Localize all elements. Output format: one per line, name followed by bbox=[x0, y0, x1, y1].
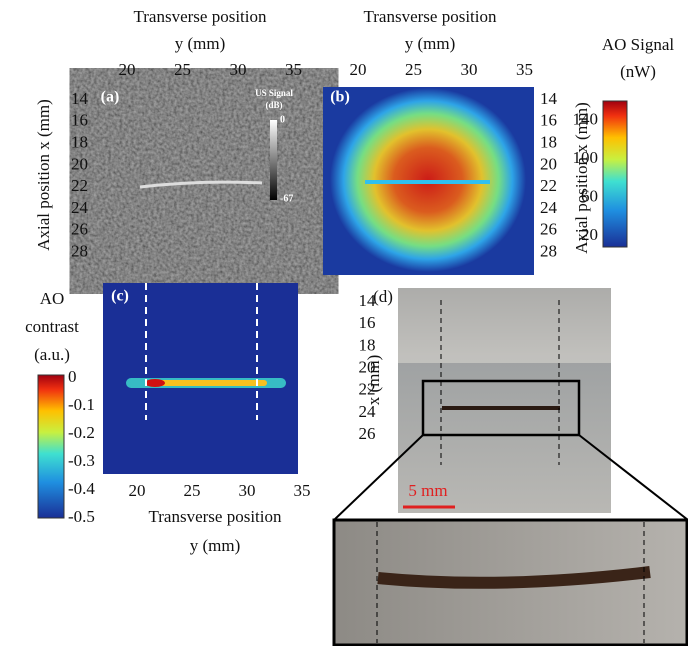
colorbar-min: -67 bbox=[280, 193, 293, 204]
y-tick-label: 16 bbox=[359, 313, 376, 332]
colorbar-title: (dB) bbox=[265, 100, 282, 110]
y-tick-label: 18 bbox=[71, 133, 88, 152]
zoom-line bbox=[578, 434, 688, 521]
y-title: Axial position x (mm) bbox=[572, 102, 591, 254]
colorbar-a bbox=[270, 120, 277, 200]
x-tick-label: 25 bbox=[405, 60, 422, 79]
zoom-box bbox=[421, 379, 581, 437]
colorbar-title: (nW) bbox=[620, 62, 656, 81]
x-title: Transverse position bbox=[133, 7, 267, 26]
colorbar-tick: 0 bbox=[68, 367, 77, 386]
colorbar-tick: 60 bbox=[581, 187, 598, 206]
x-tick-label: 20 bbox=[119, 60, 136, 79]
ruler bbox=[398, 288, 611, 363]
colorbar-tick: 140 bbox=[573, 110, 599, 129]
colorbar-tick: -0.3 bbox=[68, 451, 95, 470]
scale-bar-label: 5 mm bbox=[408, 481, 447, 500]
y-tick-label: 26 bbox=[540, 220, 557, 239]
colorbar-b bbox=[602, 100, 628, 248]
y-title: Axial position x (mm) bbox=[34, 99, 53, 251]
x-unit: y (mm) bbox=[175, 34, 226, 53]
panel-label: (c) bbox=[111, 288, 129, 305]
y-tick-label: 16 bbox=[540, 111, 557, 130]
y-title: x (mm) bbox=[364, 355, 383, 406]
y-tick-label: 16 bbox=[71, 111, 88, 130]
colorbar-max: 0 bbox=[280, 114, 285, 125]
x-unit: y (mm) bbox=[190, 536, 241, 555]
x-tick-label: 30 bbox=[230, 60, 247, 79]
y-tick-label: 20 bbox=[71, 154, 88, 173]
x-tick-label: 30 bbox=[461, 60, 478, 79]
y-tick-label: 28 bbox=[71, 242, 88, 261]
contrast-core bbox=[147, 380, 267, 386]
panel-label: (a) bbox=[101, 89, 120, 106]
x-tick-label: 25 bbox=[184, 481, 201, 500]
contrast-peak bbox=[145, 379, 165, 387]
x-tick-label: 35 bbox=[516, 60, 533, 79]
x-tick-label: 20 bbox=[350, 60, 367, 79]
x-title: Transverse position bbox=[363, 7, 497, 26]
sample-zoom bbox=[377, 566, 651, 589]
panel-label: (b) bbox=[330, 89, 350, 106]
y-tick-label: 24 bbox=[71, 198, 89, 217]
x-tick-label: 30 bbox=[239, 481, 256, 500]
colorbar-title: AO Signal bbox=[602, 35, 675, 54]
colorbar-tick: -0.2 bbox=[68, 423, 95, 442]
colorbar-title: AO bbox=[40, 289, 65, 308]
y-tick-label: 22 bbox=[359, 380, 376, 399]
x-unit: y (mm) bbox=[405, 34, 456, 53]
colorbar-tick: 100 bbox=[573, 148, 599, 167]
y-tick-label: 20 bbox=[540, 154, 557, 173]
y-tick-label: 24 bbox=[540, 198, 558, 217]
x-title: Transverse position bbox=[148, 507, 282, 526]
y-tick-label: 14 bbox=[359, 291, 377, 310]
y-tick-label: 22 bbox=[71, 176, 88, 195]
colorbar-title: US Signal bbox=[255, 88, 293, 98]
y-tick-label: 24 bbox=[359, 402, 377, 421]
x-tick-label: 35 bbox=[294, 481, 311, 500]
y-tick-label: 14 bbox=[540, 89, 558, 108]
y-tick-label: 26 bbox=[71, 220, 88, 239]
colorbar-c bbox=[37, 374, 65, 519]
x-tick-label: 35 bbox=[285, 60, 302, 79]
colorbar-tick: -0.5 bbox=[68, 507, 95, 526]
colorbar-tick: 20 bbox=[581, 225, 598, 244]
colorbar-title: contrast bbox=[25, 317, 79, 336]
x-tick-label: 20 bbox=[129, 481, 146, 500]
panel-label: (d) bbox=[373, 287, 393, 306]
y-tick-label: 28 bbox=[540, 242, 557, 261]
y-tick-label: 22 bbox=[540, 176, 557, 195]
x-tick-label: 25 bbox=[174, 60, 191, 79]
colorbar-title: (a.u.) bbox=[34, 345, 70, 364]
colorbar-tick: -0.4 bbox=[68, 479, 95, 498]
zoom-line bbox=[333, 434, 424, 521]
y-tick-label: 14 bbox=[71, 89, 89, 108]
y-tick-label: 18 bbox=[540, 133, 557, 152]
colorbar-tick: -0.1 bbox=[68, 395, 95, 414]
y-tick-label: 18 bbox=[359, 335, 376, 354]
needle-echo bbox=[139, 180, 263, 189]
y-tick-label: 26 bbox=[359, 424, 376, 443]
y-tick-label: 20 bbox=[359, 358, 376, 377]
